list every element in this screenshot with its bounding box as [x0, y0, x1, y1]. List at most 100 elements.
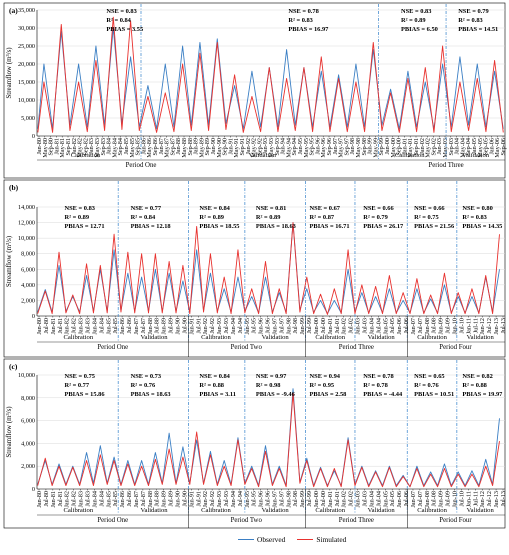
panel-a-period-label: Period Three	[428, 162, 463, 169]
panel-c-y-axis-title: Streamflow (m³/s)	[5, 406, 13, 458]
panel-a-ytick-label: 0	[32, 133, 35, 140]
panel-c-stat-text: R² = 0.98	[256, 382, 281, 389]
panel-b-stat-text: R² = 0.89	[65, 214, 90, 221]
panel-a-stat-text: R² = 0.84	[106, 17, 131, 24]
panel-b-ytick-label: 8,000	[21, 251, 35, 258]
panel-b-stat-text: NSE = 0.67	[310, 205, 341, 212]
panel-a-ytick-label: 35,000	[18, 7, 35, 14]
panel-b-stat-text: PBIAS = 21.56	[414, 223, 455, 230]
panel-b-stat-text: NSE = 0.84	[199, 205, 230, 212]
panel-b-ytick-label: 0	[32, 313, 35, 320]
legend-label-observed: Observed	[257, 535, 285, 544]
panel-c-segment-label: Validation	[467, 507, 495, 514]
panel-c-ytick-label: 4,000	[21, 440, 35, 447]
panel-b-stat-text: PBIAS = 26.17	[363, 223, 404, 230]
panel-c-segment-label: Calibration	[417, 507, 447, 514]
panel-a-stat-text: R² = 0.83	[288, 17, 313, 24]
panel-b-ytick-label: 6,000	[21, 266, 35, 273]
panel-c-period-label: Period Four	[439, 517, 472, 524]
panel-a-stat-text: PBIAS = 14.51	[458, 26, 498, 33]
panel-c-segment-label: Validation	[262, 507, 290, 514]
panel-a-ytick-label: 10,000	[18, 97, 35, 104]
panel-b-segment-label: Validation	[368, 334, 396, 341]
panel-c-ytick-label: 0	[32, 486, 35, 493]
panel-a-stat-text: PBIAS = 6.50	[401, 26, 438, 33]
panel-a-ytick-label: 20,000	[18, 61, 35, 68]
panel-b-stat-text: PBIAS = 14.35	[462, 223, 502, 230]
panel-b-stat-text: PBIAS = 18.63	[256, 223, 296, 230]
panel-c-stat-text: NSE = 0.75	[65, 373, 95, 380]
panel-a-stat-text: NSE = 0.79	[458, 8, 488, 15]
panel-a-segment-label: Validation	[462, 152, 490, 159]
panel-c-stat-text: R² = 0.88	[199, 382, 224, 389]
panel-c-segment-label: Calibration	[315, 507, 345, 514]
panel-c-stat-text: R² = 0.88	[462, 382, 487, 389]
panel-b-segment-label: Validation	[140, 334, 168, 341]
panel-b-stat-text: R² = 0.89	[199, 214, 224, 221]
panel-a-stat-text: PBIAS = 3.55	[106, 26, 143, 33]
panel-c-stat-text: PBIAS = 19.97	[462, 391, 503, 398]
panel-c-xtick-label: Jul-13	[500, 491, 507, 506]
panel-c-segment-label: Calibration	[201, 507, 231, 514]
panel-c-stat-text: R² = 0.76	[414, 382, 439, 389]
panel-b-stat-text: R² = 0.83	[462, 214, 487, 221]
panel-a-stat-text: R² = 0.89	[401, 17, 426, 24]
panel-c-stat-text: NSE = 0.73	[131, 373, 161, 380]
panel-c-stat-text: PBIAS = 3.11	[199, 391, 236, 398]
panel-b-ytick-label: 2,000	[21, 297, 35, 304]
panel-b-stat-text: NSE = 0.80	[462, 205, 492, 212]
panel-c-stat-text: PBIAS = -4.44	[363, 391, 403, 398]
panel-c-ytick-label: 6,000	[21, 418, 35, 425]
panel-b-stat-text: NSE = 0.66	[363, 205, 394, 212]
panel-b-stat-text: R² = 0.89	[256, 214, 281, 221]
panel-c-period-label: Period Two	[231, 517, 263, 524]
panel-c-series-observed	[38, 389, 500, 487]
panel-c-period-label: Period Three	[339, 517, 374, 524]
panel-b-segment-label: Validation	[262, 334, 290, 341]
panel-c-stat-text: R² = 0.76	[131, 382, 156, 389]
panel-a-ytick-label: 5,000	[21, 115, 35, 122]
panel-b-stat-text: R² = 0.84	[131, 214, 156, 221]
panel-c-stat-text: NSE = 0.65	[414, 373, 444, 380]
panel-a-y-axis-title: Streamflow (m³/s)	[5, 47, 13, 99]
panel-b-stat-text: PBIAS = 12.71	[65, 223, 105, 230]
panel-b-series-observed	[38, 223, 500, 314]
panel-a-stat-text: NSE = 0.83	[401, 8, 431, 15]
panel-c-label: (c)	[9, 362, 18, 371]
panel-a-xtick-label: Sep-06	[500, 138, 507, 156]
legend-swatch-simulated	[297, 539, 313, 540]
panel-a-ytick-label: 30,000	[18, 25, 35, 32]
panel-b-segment-label: Validation	[467, 334, 495, 341]
panel-b-stat-text: PBIAS = 12.18	[131, 223, 171, 230]
panel-a-ytick-label: 15,000	[18, 79, 35, 86]
panel-c-stat-text: PBIAS = 15.86	[65, 391, 106, 398]
panel-b-ytick-label: 10,000	[18, 235, 35, 242]
panel-a-stat-text: R² = 0.83	[458, 17, 483, 24]
panel-c-stat-text: PBIAS = 2.58	[310, 391, 347, 398]
panel-a-ytick-label: 25,000	[18, 43, 35, 50]
panel-b-period-label: Period Two	[231, 344, 263, 351]
panel-b-segment-label: Calibration	[63, 334, 93, 341]
legend: Observed Simulated	[238, 533, 346, 545]
panel-a-label: (a)	[9, 6, 18, 15]
panel-b-stat-text: R² = 0.75	[414, 214, 439, 221]
panel-b-xtick-label: Jul-13	[500, 318, 507, 333]
panel-a-period-label: Period One	[126, 162, 157, 169]
panel-b-ytick-label: 12,000	[18, 220, 35, 227]
panel-c-segment-label: Calibration	[63, 507, 93, 514]
panel-b-period-label: Period Four	[439, 344, 472, 351]
panel-b-period-label: Period Three	[339, 344, 374, 351]
panel-a-stat-text: PBIAS = 16.97	[288, 26, 329, 33]
panel-b-stat-text: NSE = 0.66	[414, 205, 445, 212]
panel-c-ytick-label: 8,000	[21, 395, 35, 402]
panel-b-stat-text: R² = 0.87	[310, 214, 335, 221]
panel-b-period-label: Period One	[97, 344, 128, 351]
panel-c-stat-text: NSE = 0.84	[199, 373, 230, 380]
panel-c-stat-text: PBIAS = -9.46	[256, 391, 296, 398]
panel-a-segment-label: Calibration	[71, 152, 101, 159]
panel-c-stat-text: R² = 0.95	[310, 382, 335, 389]
panel-b-y-axis-title: Streamflow (m³/s)	[5, 235, 13, 287]
panel-c-ytick-label: 10,000	[18, 372, 35, 379]
